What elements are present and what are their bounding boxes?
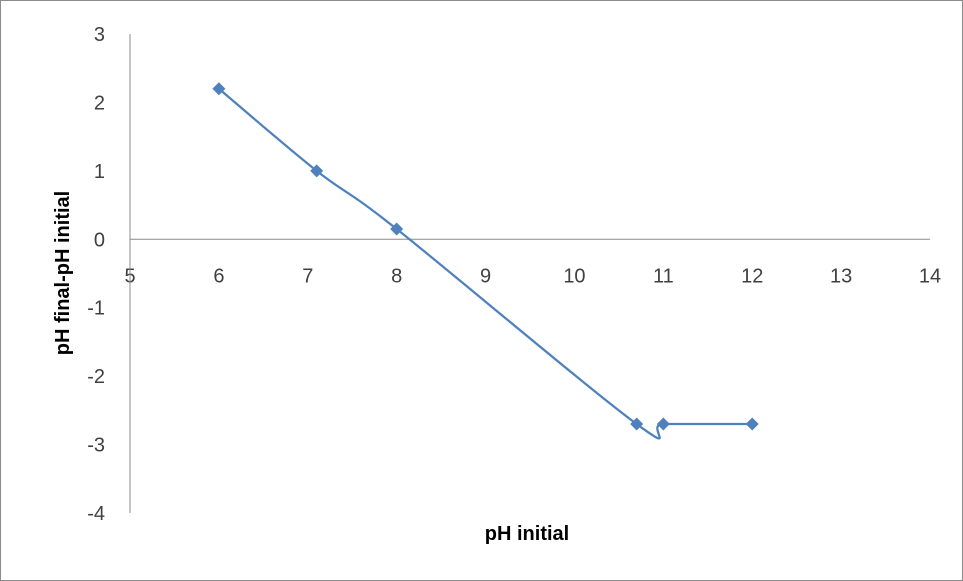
- series-line: [218, 87, 753, 440]
- x-tick-label: 10: [563, 265, 585, 287]
- y-tick-label: -1: [87, 298, 105, 320]
- data-point: [212, 82, 226, 96]
- x-tick-labels: 5 6 7 8 9 10 11 12 13 14: [124, 265, 941, 287]
- x-tick-label: 6: [213, 265, 224, 287]
- data-point: [745, 417, 759, 431]
- x-tick-label: 13: [830, 265, 852, 287]
- x-tick-label: 8: [391, 265, 402, 287]
- data-point: [390, 222, 404, 236]
- data-point: [656, 417, 670, 431]
- x-tick-label: 7: [302, 265, 313, 287]
- data-point: [630, 417, 644, 431]
- x-tick-label: 11: [653, 265, 674, 287]
- data-point: [310, 164, 324, 178]
- y-tick-label: 1: [94, 161, 105, 183]
- y-tick-labels: 3 2 1 0 -1 -2 -3 -4: [87, 24, 105, 525]
- x-tick-label: 14: [919, 265, 941, 287]
- y-tick-label: -3: [87, 435, 105, 457]
- y-tick-label: 0: [94, 229, 105, 251]
- y-tick-label: -2: [87, 366, 105, 388]
- x-axis-title: pH initial: [485, 523, 569, 545]
- y-tick-label: 3: [94, 24, 105, 46]
- x-tick-label: 9: [480, 265, 491, 287]
- y-tick-label: 2: [94, 92, 105, 114]
- x-tick-label: 12: [741, 265, 763, 287]
- y-axis-title: pH final-pH initial: [52, 191, 74, 355]
- y-tick-label: -4: [87, 503, 105, 525]
